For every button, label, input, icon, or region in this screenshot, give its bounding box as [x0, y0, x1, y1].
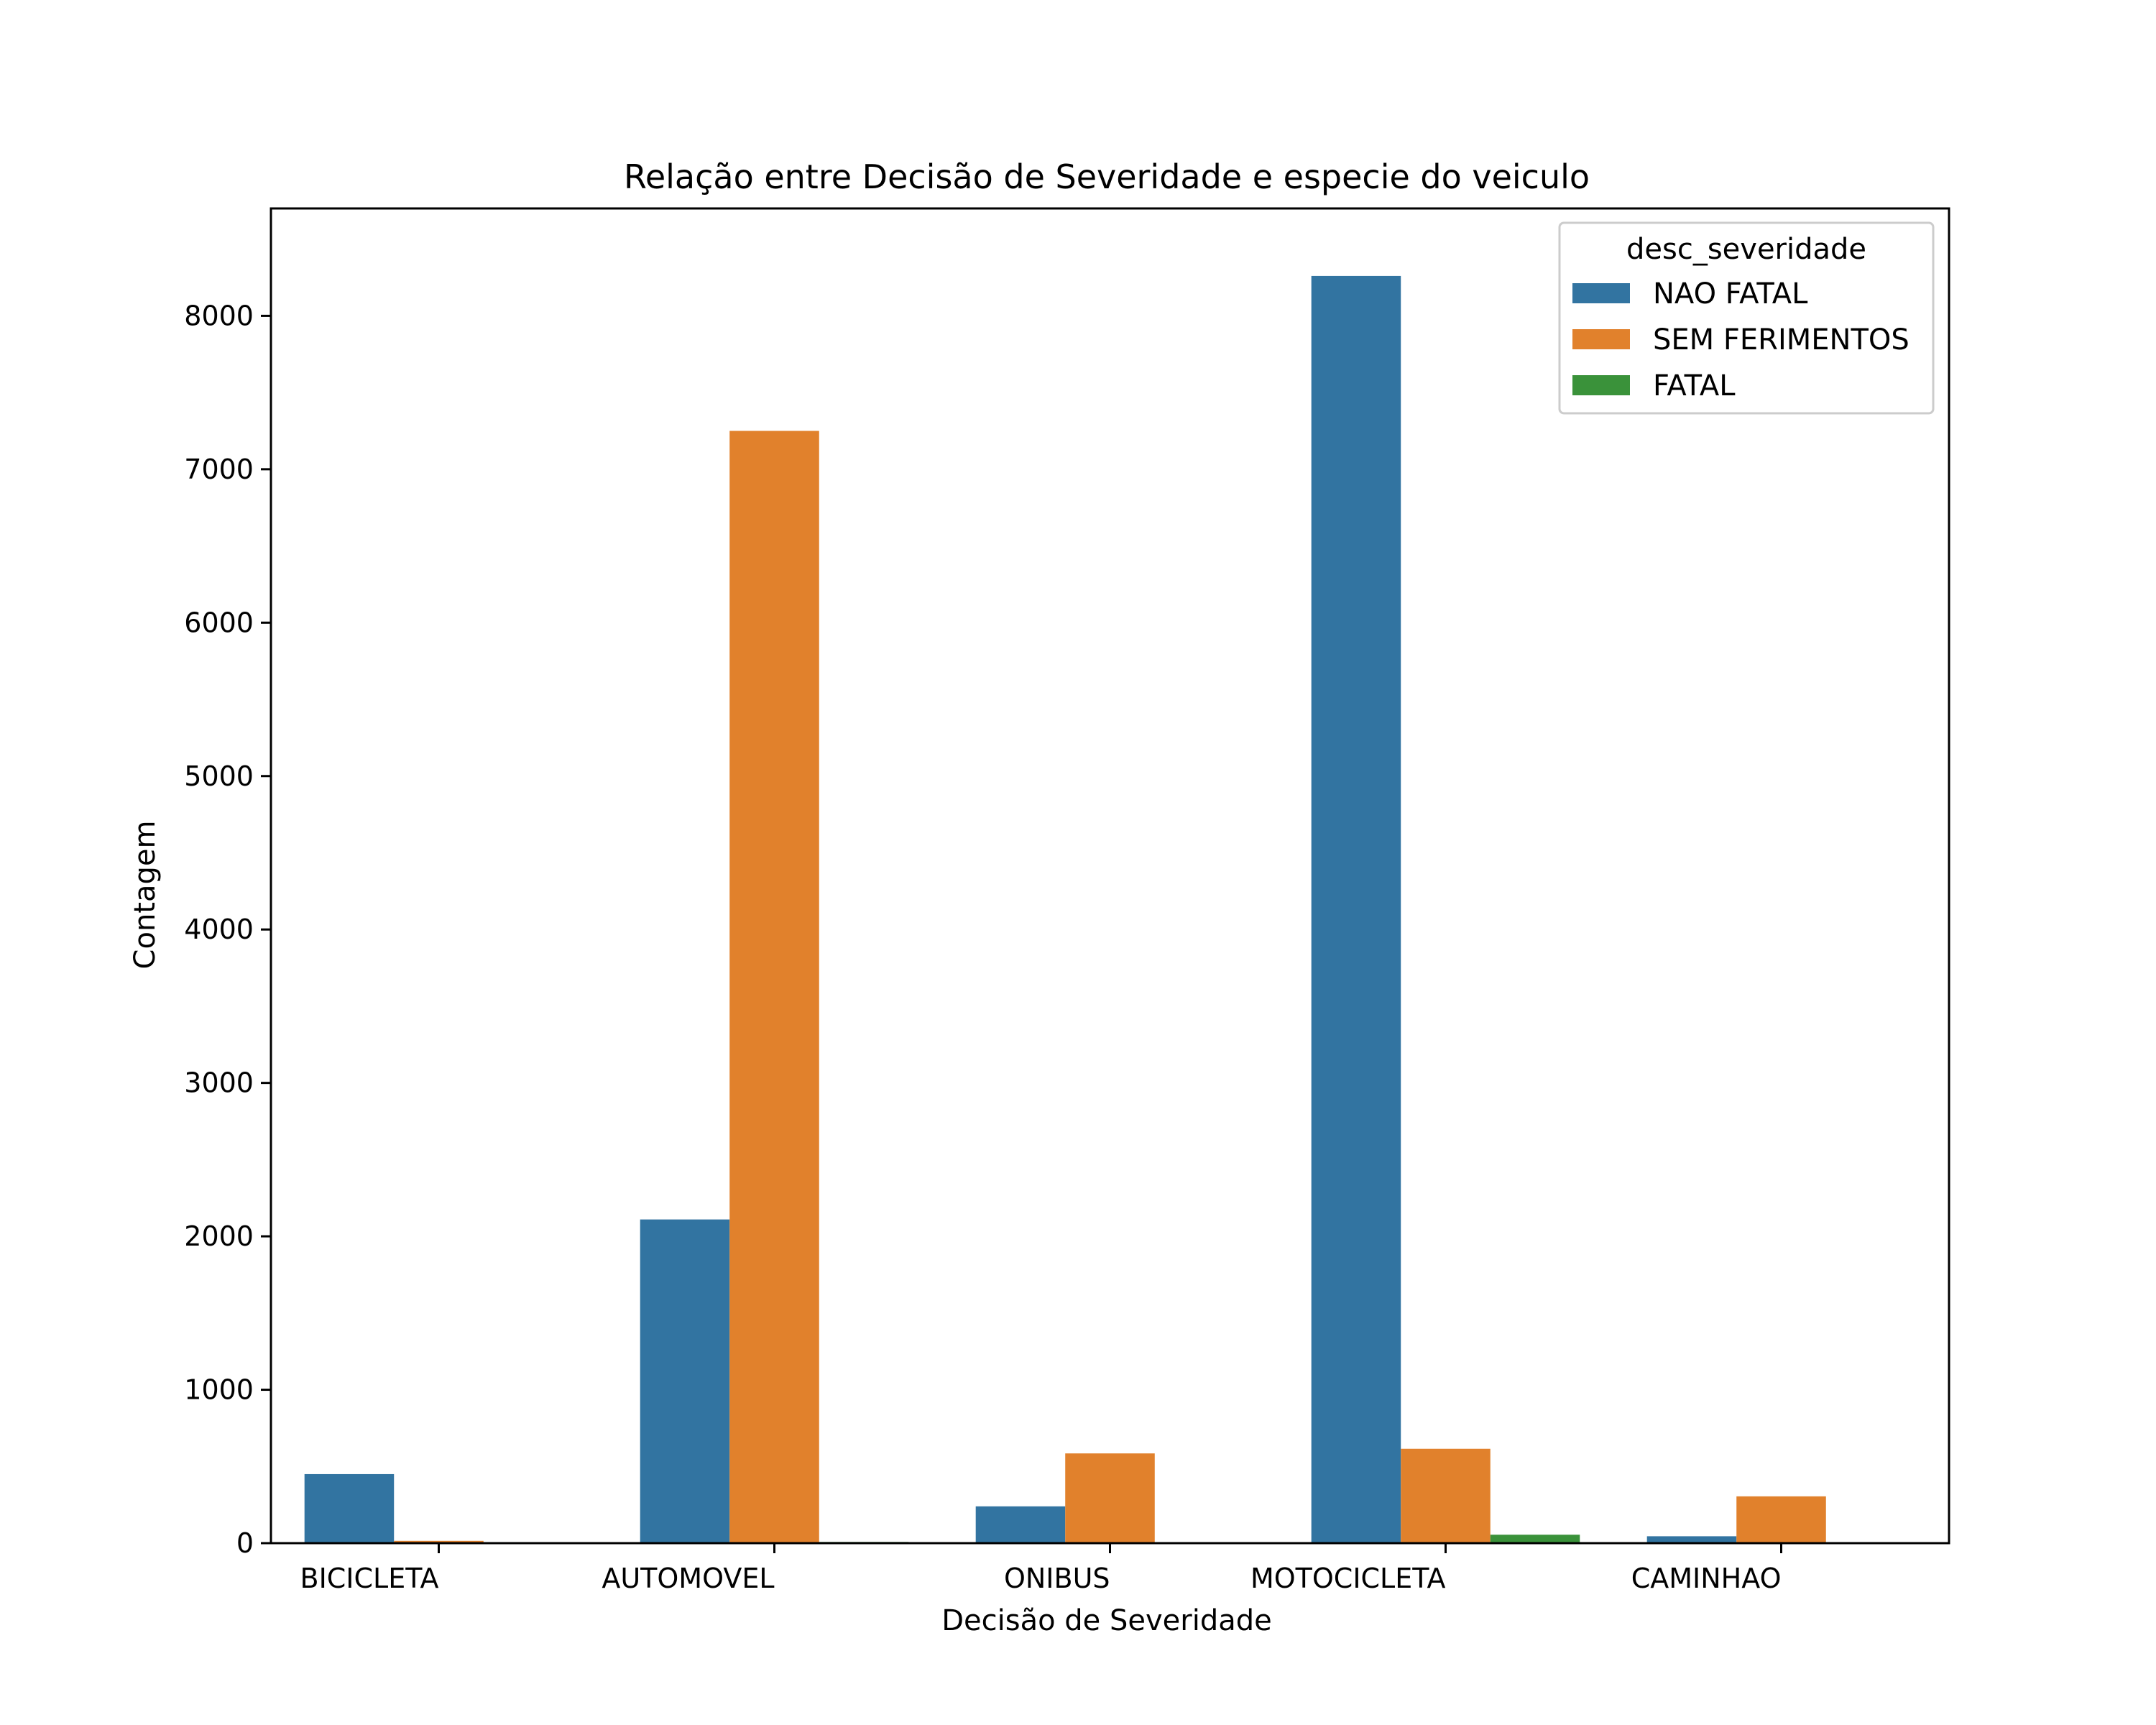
- chart-title: Relação entre Decisão de Severidade e es…: [624, 157, 1590, 196]
- bar-nao-fatal-motocicleta: [1311, 275, 1401, 1543]
- bar-nao-fatal-caminhao: [1646, 1536, 1737, 1543]
- legend-swatch-fatal: [1572, 375, 1630, 395]
- x-axis: BICICLETA AUTOMOVEL ONIBUS MOTOCICLETA CAMIN…: [300, 1543, 1782, 1594]
- legend-items: NAO FATAL SEM FERIMENTOS FATAL: [1572, 277, 1909, 402]
- legend-label-nao-fatal: NAO FATAL: [1653, 277, 1808, 310]
- y-tick-label: 3000: [184, 1067, 254, 1099]
- x-tick-label-motocicleta: MOTOCICLETA: [1250, 1563, 1446, 1594]
- bar-sem-ferimentos-caminhao: [1736, 1496, 1826, 1543]
- legend-swatch-sem-ferimentos: [1572, 329, 1630, 349]
- y-tick-label: 1000: [184, 1374, 254, 1406]
- legend-label-sem-ferimentos: SEM FERIMENTOS: [1653, 323, 1909, 356]
- y-tick-label: 0: [236, 1527, 254, 1559]
- bar-nao-fatal-automovel: [640, 1219, 730, 1543]
- bar-fatal-motocicleta: [1490, 1535, 1580, 1543]
- y-axis: 0 1000 2000 3000 4000 5000 6000 7000 8000: [184, 300, 271, 1559]
- x-tick-label-caminhao: CAMINHAO: [1631, 1563, 1782, 1594]
- y-tick-label: 5000: [184, 760, 254, 792]
- x-tick-label-automovel: AUTOMOVEL: [602, 1563, 774, 1594]
- legend-label-fatal: FATAL: [1653, 369, 1736, 402]
- plot-frame: [270, 207, 1950, 1545]
- legend-swatch-nao-fatal: [1572, 283, 1630, 303]
- x-tick-label-onibus: ONIBUS: [1004, 1563, 1110, 1594]
- y-tick-label: 4000: [184, 914, 254, 945]
- x-tick-label-bicicleta: BICICLETA: [300, 1563, 439, 1594]
- bar-sem-ferimentos-motocicleta: [1401, 1448, 1491, 1543]
- x-axis-label: Decisão de Severidade: [941, 1604, 1272, 1637]
- bar-sem-ferimentos-bicicleta: [394, 1540, 484, 1543]
- legend: desc_severidade NAO FATAL SEM FERIMENTOS F…: [1558, 221, 1935, 415]
- legend-title: desc_severidade: [1626, 233, 1866, 266]
- bar-nao-fatal-bicicleta: [304, 1473, 395, 1543]
- y-tick-label: 8000: [184, 300, 254, 331]
- y-tick-label: 6000: [184, 607, 254, 638]
- bar-sem-ferimentos-automovel: [729, 431, 819, 1543]
- bar-sem-ferimentos-onibus: [1065, 1453, 1155, 1543]
- y-axis-label: Contagem: [129, 821, 162, 970]
- legend-box: [1558, 221, 1935, 415]
- y-tick-label: 2000: [184, 1220, 254, 1252]
- bar-nao-fatal-onibus: [975, 1506, 1066, 1543]
- bars-layer: [304, 275, 1826, 1543]
- y-tick-label: 7000: [184, 454, 254, 485]
